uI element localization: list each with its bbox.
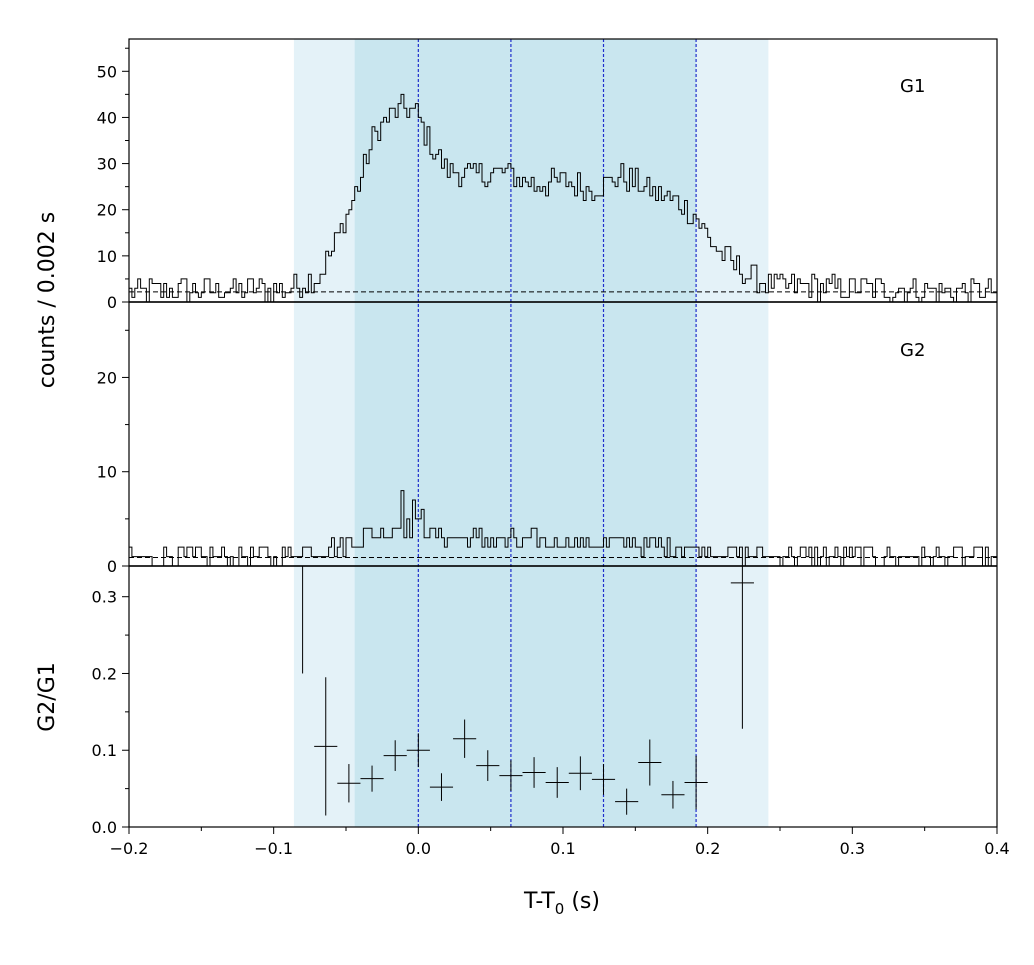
count-histogram — [129, 490, 997, 567]
y-tick-label: 0 — [107, 293, 117, 312]
x-tick-label: 0.4 — [984, 839, 1009, 858]
x-axis-title: T-T0 (s) — [523, 889, 600, 918]
y-tick-label: 0.1 — [92, 741, 117, 760]
x-axis: −0.2 −0.1 0.0 0.1 0.2 0.3 0.4 — [110, 827, 1010, 858]
y-tick-label: 20 — [97, 201, 117, 220]
x-tick-label: 0.2 — [695, 839, 720, 858]
y-tick-label: 40 — [97, 108, 117, 127]
x-axis-title-subscript: 0 — [555, 900, 565, 918]
y-tick-label: 0.2 — [92, 664, 117, 683]
x-tick-label: −0.1 — [254, 839, 293, 858]
x-tick-label: 0.1 — [550, 839, 575, 858]
count-histogram — [129, 93, 997, 303]
axes-frame — [128, 38, 998, 828]
x-tick-label: 0.0 — [406, 839, 431, 858]
y-tick-label: 10 — [97, 247, 117, 266]
y-tick-label: 30 — [97, 155, 117, 174]
y-tick-label: 0.0 — [92, 818, 117, 837]
time-interval-bands — [293, 39, 769, 827]
y-tick-label: 50 — [97, 62, 117, 81]
panel-label-g2: G2 — [900, 340, 925, 361]
ratio-y-axis-title: G2/G1 — [35, 662, 60, 732]
panel-ratio: 0.0 0.1 0.2 0.3 — [92, 566, 754, 837]
shared-y-axis-title: counts / 0.002 s — [35, 212, 60, 388]
x-axis-title-main: T-T — [523, 889, 555, 914]
inner-interval-band — [354, 39, 697, 827]
y-tick-label: 0 — [107, 557, 117, 576]
x-tick-label: 0.3 — [840, 839, 865, 858]
y-tick-label: 20 — [97, 368, 117, 387]
x-axis-title-unit: (s) — [564, 889, 600, 914]
interval-divider-lines — [417, 39, 697, 827]
y-tick-label: 10 — [97, 463, 117, 482]
panel-label-g1: G1 — [900, 76, 925, 97]
x-tick-label: −0.2 — [110, 839, 149, 858]
y-tick-label: 0.3 — [92, 588, 117, 607]
